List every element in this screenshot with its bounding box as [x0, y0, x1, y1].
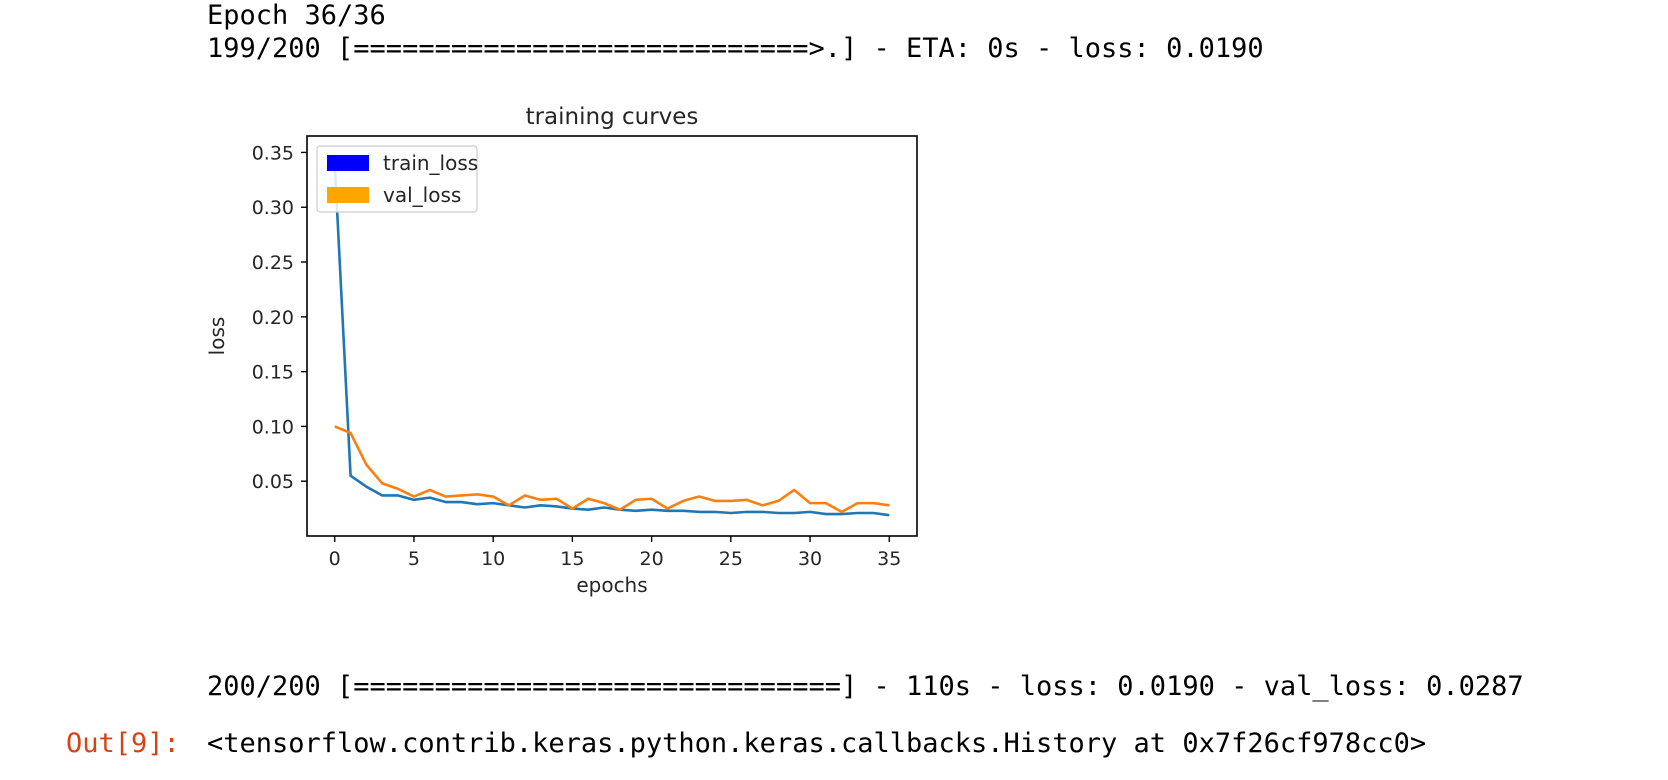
x-tick-label: 35: [877, 548, 901, 570]
chart-legend: train_loss val_loss: [316, 145, 478, 213]
legend-swatch-val-loss: [327, 187, 369, 203]
plot-frame: [306, 135, 918, 537]
legend-label-train-loss: train_loss: [383, 151, 478, 175]
x-tick-label: 15: [560, 548, 584, 570]
chart-svg: 0 5 10 15 20 25 30 35 0.050.100.150.200.250.300…: [205, 104, 918, 597]
y-tick-label: 0.30: [252, 197, 294, 219]
y-tick-label: 0.05: [252, 471, 294, 493]
y-axis-label: loss: [205, 317, 229, 356]
x-tick-label: 25: [719, 548, 743, 570]
x-tick-label: 5: [408, 548, 420, 570]
x-axis-ticks: 0 5 10 15 20 25 30 35: [329, 536, 901, 570]
x-tick-label: 0: [329, 548, 341, 570]
final-epoch-summary-line: 200/200 [==============================]…: [207, 671, 1524, 702]
y-tick-label: 0.10: [252, 416, 294, 438]
series-line-train-loss: [333, 163, 890, 517]
x-axis-label: epochs: [576, 573, 647, 597]
chart-title: training curves: [526, 104, 699, 130]
y-tick-label: 0.25: [252, 252, 294, 274]
y-axis-ticks: 0.05 0.10 0.15 0.20 0.25 0.30 0.35: [252, 142, 307, 493]
legend-label-val-loss: val_loss: [383, 183, 461, 207]
output-value: <tensorflow.contrib.keras.python.keras.c…: [207, 728, 1427, 759]
x-tick-label: 10: [481, 548, 505, 570]
epoch-counter-line: Epoch 36/36: [207, 0, 386, 31]
y-tick-label: 0.20: [252, 307, 294, 329]
x-tick-label: 20: [640, 548, 664, 570]
training-progress-line: 199/200 [============================>.]…: [207, 33, 1264, 64]
y-tick-label: 0.35: [252, 142, 294, 164]
training-curves-chart: 0 5 10 15 20 25 30 35 0.05 0.10 0.15 0.20 0.25 0.30 0…: [200, 90, 1000, 650]
x-tick-label: 30: [798, 548, 822, 570]
series-layer: [333, 163, 890, 517]
output-prompt: Out[9]:: [66, 728, 180, 759]
legend-swatch-train-loss: [327, 155, 369, 171]
series-line-val-loss: [334, 425, 890, 514]
y-tick-label: 0.15: [252, 362, 294, 384]
